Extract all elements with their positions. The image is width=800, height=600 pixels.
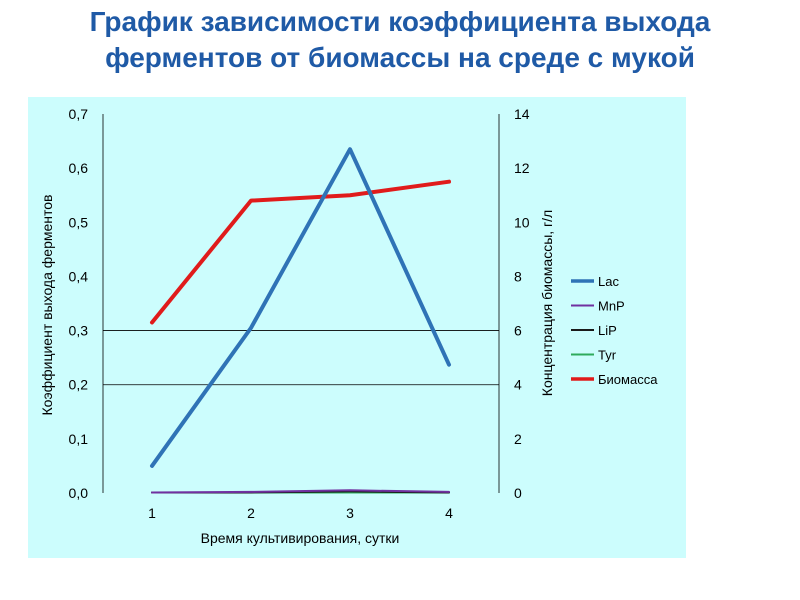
y-axis-left-tick-label: 0,6 (69, 160, 89, 176)
legend-label: Биомасса (598, 372, 658, 387)
axes (102, 114, 500, 493)
y-axis-right-tick-label: 2 (514, 431, 522, 447)
y-axis-right-tick-label: 4 (514, 377, 522, 393)
y-axis-right-tick-label: 12 (514, 160, 530, 176)
legend: Lac MnP LiP Tyr Биомасса (571, 274, 658, 387)
x-axis-tick-label: 1 (148, 505, 156, 521)
x-axis-tick-label: 2 (247, 505, 255, 521)
legend-label: Tyr (598, 348, 617, 363)
legend-label: Lac (598, 274, 619, 289)
legend-label: LiP (598, 323, 617, 338)
y-axis-left-ticks: 0,0 0,1 0,2 0,3 0,4 0,5 0,6 0,7 (69, 106, 89, 501)
y-axis-right-tick-label: 14 (514, 106, 530, 122)
y-axis-right-tick-label: 6 (514, 323, 522, 339)
slide-title-line-2: ферментов от биомассы на среде с мукой (105, 42, 695, 73)
chart-panel (28, 97, 686, 558)
x-axis-ticks: 1 2 3 4 (148, 505, 453, 521)
y-axis-left-tick-label: 0,1 (69, 431, 89, 447)
y-axis-right-tick-label: 0 (514, 485, 522, 501)
y-axis-left-tick-label: 0,7 (69, 106, 89, 122)
y-axis-left-tick-label: 0,4 (69, 268, 89, 284)
x-axis-title: Время культивирования, сутки (201, 530, 400, 546)
x-axis-tick-label: 4 (445, 505, 453, 521)
y-axis-right-tick-label: 10 (514, 214, 530, 230)
series-line-mnp (151, 489, 450, 494)
y-axis-left-tick-label: 0,5 (69, 214, 89, 230)
series-lines (150, 147, 451, 494)
series-line-биомасса (150, 179, 451, 325)
legend-label: MnP (598, 299, 625, 314)
y-axis-left-tick-label: 0,2 (69, 377, 89, 393)
y-axis-right-title: Концентрация биомассы, г/л (539, 210, 555, 396)
y-axis-right-ticks: 0 2 4 6 8 10 12 14 (514, 106, 530, 501)
series-line-lac (150, 147, 451, 468)
gridlines (103, 330, 499, 386)
x-axis-tick-label: 3 (346, 505, 354, 521)
y-axis-left-tick-label: 0,3 (69, 323, 89, 339)
y-axis-right-tick-label: 8 (514, 268, 522, 284)
y-axis-left-tick-label: 0,0 (69, 485, 89, 501)
y-axis-left-title: Коэффициент выхода ферментов (39, 195, 55, 416)
slide-title: График зависимости коэффициента выхода ф… (0, 4, 800, 76)
slide-title-line-1: График зависимости коэффициента выхода (89, 6, 711, 37)
